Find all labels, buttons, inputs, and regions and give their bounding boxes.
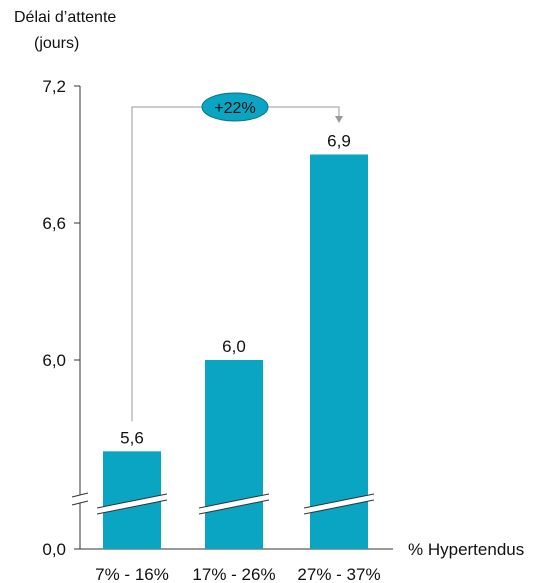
callout-arrowhead — [335, 116, 343, 123]
callout-badge — [201, 92, 269, 122]
category-label-1: 17% - 26% — [192, 565, 275, 583]
x-axis-title: % Hypertendus — [408, 540, 524, 559]
category-label-0: 7% - 16% — [95, 565, 169, 583]
y-tick-label-0: 0,0 — [42, 540, 66, 559]
y-axis-title-line-1: Délai d’attente — [14, 9, 116, 26]
y-tick-label-3: 7,2 — [42, 77, 66, 96]
y-ticks: 0,0 6,0 6,6 7,2 — [42, 77, 80, 559]
value-label-1: 6,0 — [222, 337, 246, 356]
bar-break-1 — [198, 493, 270, 515]
bar-1 — [205, 360, 263, 549]
bar-2 — [310, 154, 368, 549]
value-label-0: 5,6 — [120, 428, 144, 447]
bar-break-2 — [303, 493, 375, 515]
y-axis-break-marker — [71, 492, 89, 506]
y-tick-label-1: 6,0 — [42, 351, 66, 370]
callout-label: +22% — [214, 100, 255, 117]
bars: 5,6 6,0 6,9 — [96, 132, 375, 549]
category-labels: 7% - 16% 17% - 26% 27% - 37% — [95, 565, 380, 583]
change-callout: +22% — [131, 92, 343, 422]
category-label-2: 27% - 37% — [297, 565, 380, 583]
y-axis-title-line-2: (jours) — [34, 35, 79, 52]
bar-break-0 — [96, 493, 168, 515]
y-tick-label-2: 6,6 — [42, 214, 66, 233]
value-label-2: 6,9 — [327, 132, 351, 151]
